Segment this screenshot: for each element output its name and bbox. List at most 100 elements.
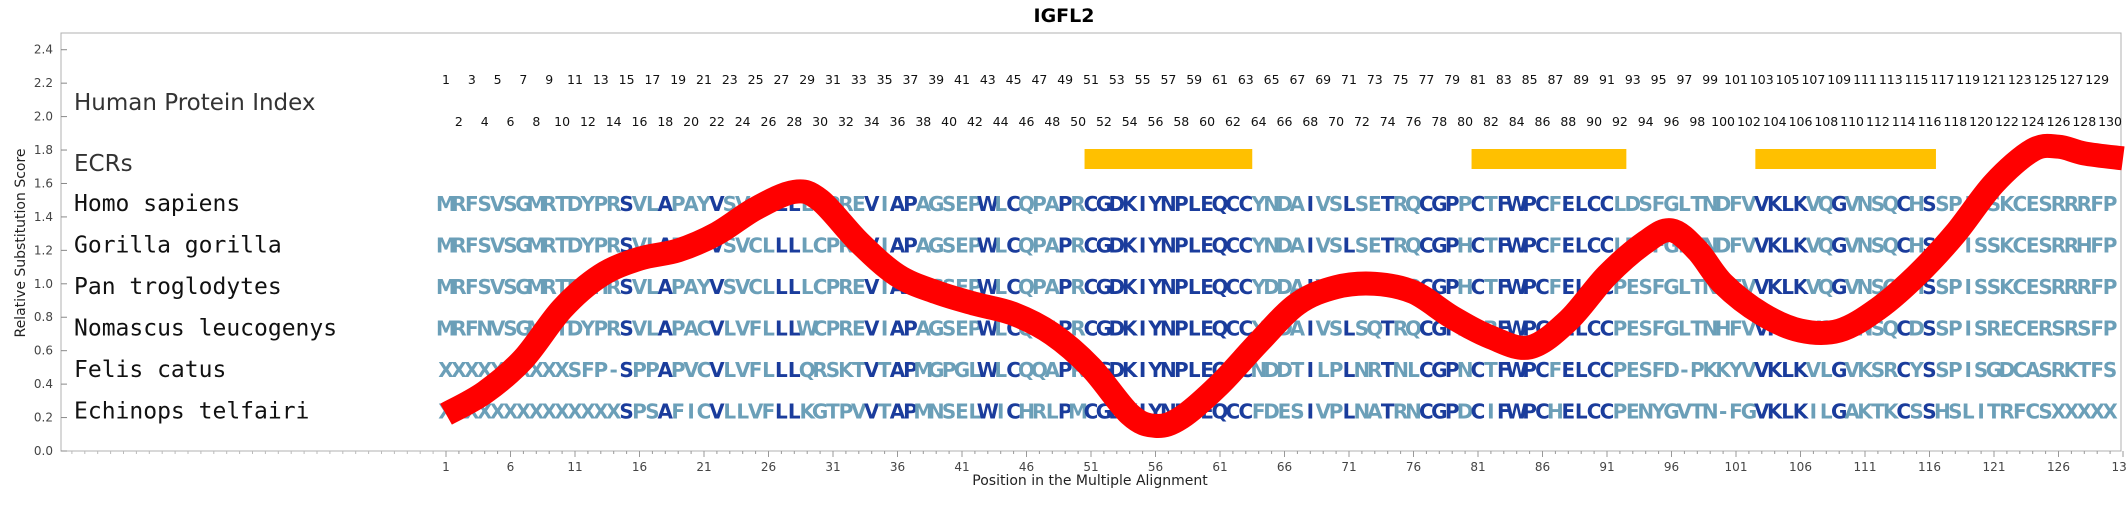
residue: W: [977, 400, 999, 424]
residue: C: [1896, 317, 1911, 341]
residue: P: [903, 400, 918, 424]
residue: Q: [1882, 317, 1899, 341]
residue: K: [1122, 317, 1139, 341]
residue: P: [671, 317, 686, 341]
residue: V: [1806, 275, 1822, 299]
residue: C: [813, 275, 828, 299]
residue: V: [1741, 192, 1757, 216]
residue: V: [632, 317, 648, 341]
residue: N: [1160, 358, 1177, 382]
index-number: 101: [1724, 72, 1748, 87]
index-number: 96: [1664, 114, 1680, 129]
index-number: 97: [1676, 72, 1692, 87]
residue: F: [465, 192, 479, 216]
residue: X: [554, 358, 570, 382]
residue: W: [977, 275, 999, 299]
species-label: Pan troglodytes: [74, 274, 282, 300]
residue: W: [1506, 400, 1528, 424]
residue: L: [1781, 358, 1794, 382]
index-number: 24: [735, 114, 751, 129]
index-number: 5: [494, 72, 502, 87]
index-number: 80: [1457, 114, 1473, 129]
index-number: 129: [2085, 72, 2109, 87]
residue: C: [1587, 192, 1602, 216]
residue: L: [994, 234, 1007, 258]
residue: P: [1445, 275, 1460, 299]
residue: P: [1329, 358, 1344, 382]
residue: D: [1108, 275, 1125, 299]
residue: E: [1561, 400, 1575, 424]
index-number: 28: [786, 114, 802, 129]
residue: F: [465, 317, 479, 341]
residue: I: [1139, 234, 1146, 258]
residue: W: [1506, 358, 1528, 382]
index-number: 6: [507, 114, 515, 129]
residue: V: [864, 317, 880, 341]
residue: S: [1974, 234, 1988, 258]
residue: G: [928, 317, 944, 341]
residue: -: [610, 358, 618, 382]
residue: K: [1793, 400, 1810, 424]
residue: P: [903, 234, 918, 258]
residue: I: [881, 234, 888, 258]
residue: X: [490, 400, 506, 424]
index-number: 72: [1354, 114, 1370, 129]
residue: E: [1561, 234, 1575, 258]
residue: L: [1188, 317, 1201, 341]
residue: G: [1831, 234, 1847, 258]
residue: E: [955, 234, 969, 258]
index-number: 110: [1840, 114, 1864, 129]
residue: N: [1857, 234, 1874, 258]
index-number: 95: [1651, 72, 1667, 87]
residue: P: [1174, 317, 1189, 341]
residue: N: [1637, 400, 1654, 424]
residue: P: [826, 275, 841, 299]
residue: S: [1290, 400, 1304, 424]
residue: S: [1329, 192, 1343, 216]
residue: E: [1200, 275, 1214, 299]
residue: P: [1522, 400, 1537, 424]
residue: T: [1871, 400, 1885, 424]
residue: C: [1600, 317, 1615, 341]
residue: T: [1291, 358, 1305, 382]
residue: P: [1058, 400, 1073, 424]
residue: P: [1445, 358, 1460, 382]
residue: L: [969, 358, 982, 382]
residue: L: [1962, 400, 1975, 424]
index-number: 85: [1522, 72, 1538, 87]
residue: L: [1575, 234, 1588, 258]
residue: C: [1600, 234, 1615, 258]
residue: E: [1626, 400, 1640, 424]
index-number: 73: [1367, 72, 1383, 87]
ecr-bar: [1471, 149, 1627, 169]
x-tick-label: 101: [1725, 460, 1748, 474]
residue: T: [1484, 234, 1498, 258]
index-number: 10: [554, 114, 570, 129]
residue: S: [2038, 234, 2052, 258]
residue: L: [1781, 400, 1794, 424]
residue: L: [1575, 358, 1588, 382]
residue: S: [1935, 192, 1949, 216]
residue: V: [709, 400, 725, 424]
residue: R: [606, 317, 621, 341]
residue: C: [1535, 400, 1550, 424]
residue: Y: [1650, 400, 1666, 424]
y-tick-label: 1.8: [34, 143, 53, 157]
residue: N: [928, 400, 945, 424]
residue: C: [2012, 317, 2027, 341]
index-number: 82: [1483, 114, 1499, 129]
index-number: 111: [1853, 72, 1877, 87]
y-tick-label: 0.6: [34, 344, 53, 358]
index-number: 34: [864, 114, 880, 129]
residue: P: [593, 358, 608, 382]
residue: L: [1820, 400, 1833, 424]
index-number: 19: [670, 72, 686, 87]
residue: K: [1122, 192, 1139, 216]
residue: R: [451, 317, 466, 341]
residue: L: [1820, 358, 1833, 382]
residue: P: [671, 192, 686, 216]
residue: E: [2026, 317, 2040, 341]
residue: R: [1070, 192, 1085, 216]
residue: L: [1781, 234, 1794, 258]
